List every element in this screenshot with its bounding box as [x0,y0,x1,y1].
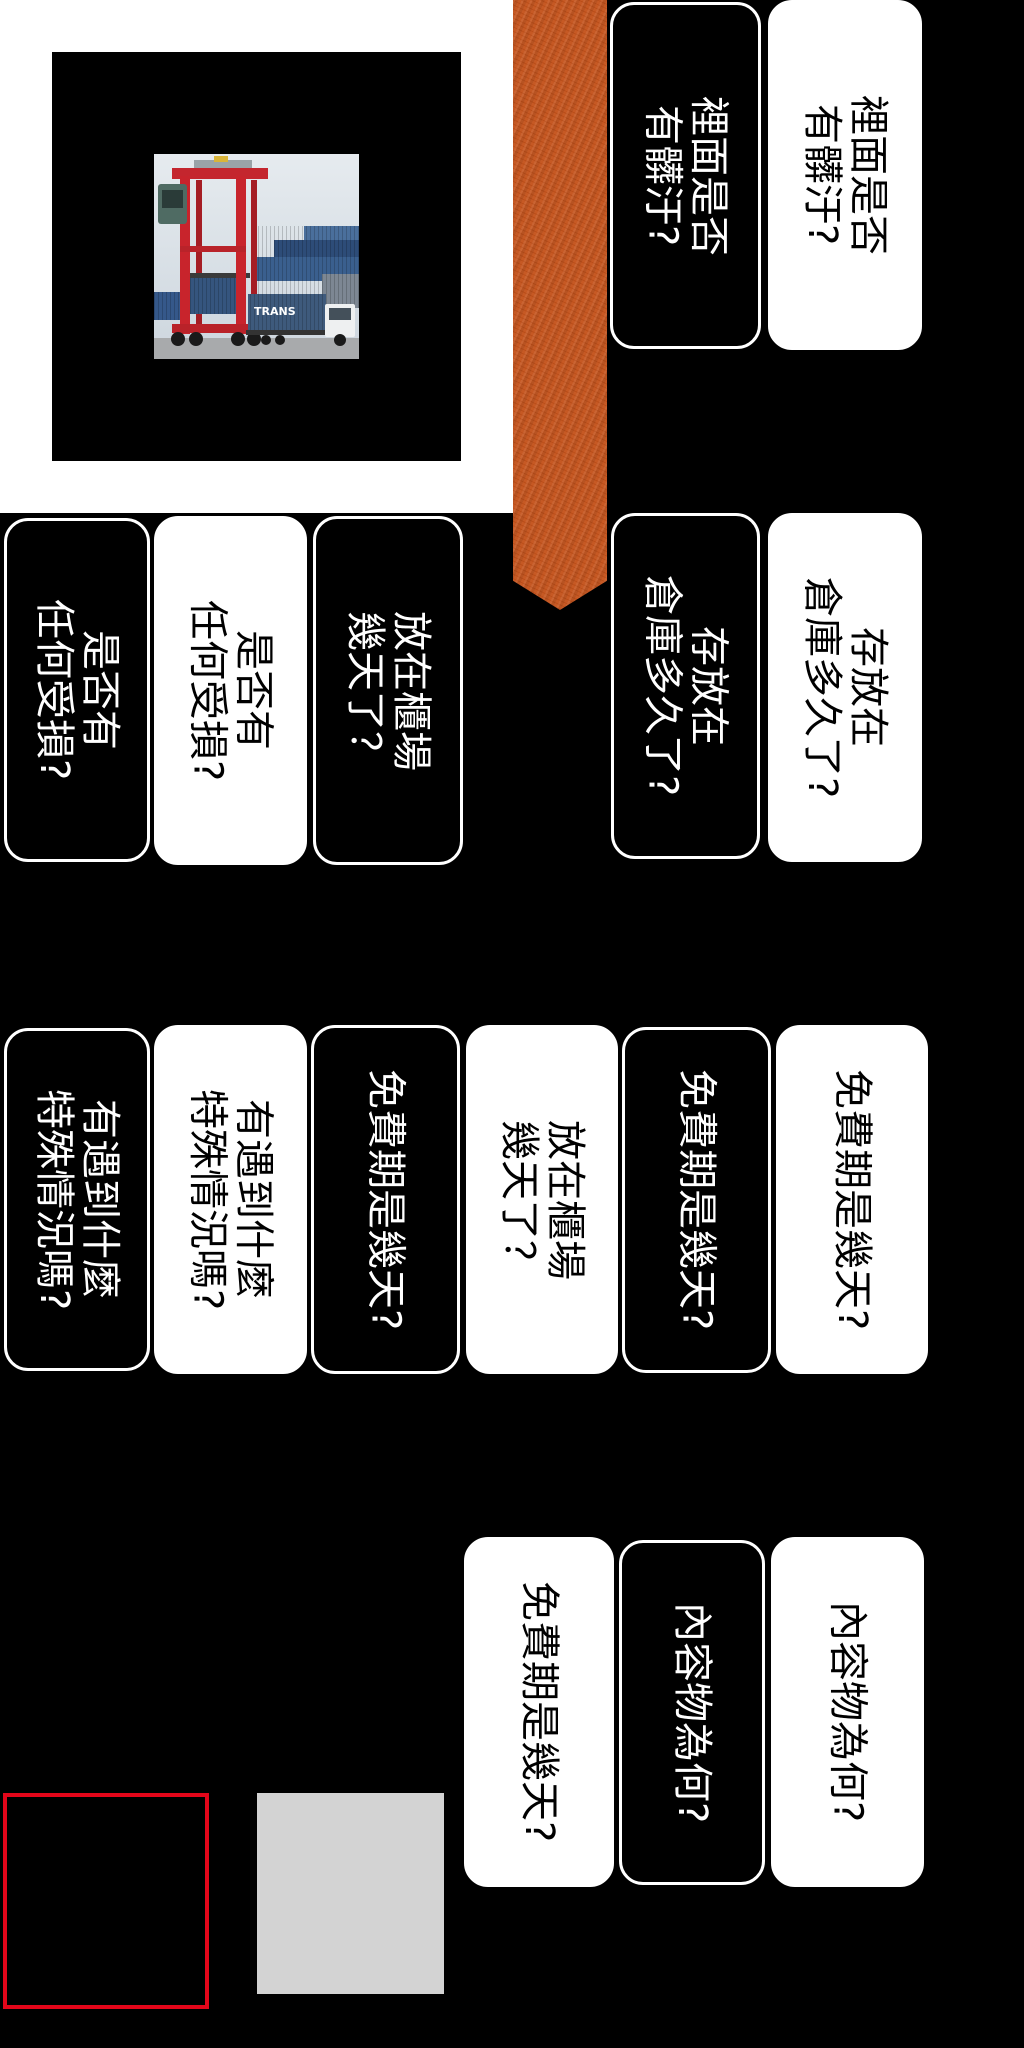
straddle-carrier [158,156,268,346]
ribbon-bookmark-icon [513,0,607,610]
question-card-dirty-dark[interactable]: 裡面是否 有髒汙? [610,2,761,349]
question-text: 裡面是否 有髒汙? [799,95,891,255]
straddle-carrier-photo: TRANS [154,154,359,359]
question-text: 有遇到什麼 特殊情況嗎? [31,1088,123,1311]
question-text: 存放在 倉庫多久了? [799,576,891,799]
question-text: 裡面是否 有髒汙? [639,95,732,256]
question-text: 內容物為何? [824,1601,871,1823]
question-card-warehouse-time-dark[interactable]: 存放在 倉庫多久了? [611,513,760,859]
question-card-warehouse-time-light[interactable]: 存放在 倉庫多久了? [768,513,922,862]
question-card-yard-days-dark[interactable]: 放在櫃場 幾天了？ [313,516,463,865]
question-card-contents-dark[interactable]: 內容物為何? [619,1540,765,1885]
truck-with-container: TRANS [246,294,355,346]
question-text: 免費期是幾天? [829,1068,875,1331]
question-card-free-period-dark[interactable]: 免費期是幾天? [622,1027,771,1373]
answer-slot[interactable] [257,1793,444,1994]
question-text: 放在櫃場 幾天了？ [496,1119,588,1280]
question-card-free-period-dark[interactable]: 免費期是幾天? [311,1025,460,1374]
question-text: 免費期是幾天? [362,1068,409,1331]
question-card-special-situation-light[interactable]: 有遇到什麼 特殊情況嗎? [154,1025,307,1374]
question-text: 是否有 任何受損? [184,599,277,782]
question-text: 有遇到什麼 特殊情況嗎? [184,1088,277,1311]
question-text: 免費期是幾天? [516,1581,562,1843]
question-text: 存放在 倉庫多久了? [639,575,732,797]
question-card-free-period-light[interactable]: 免費期是幾天? [776,1025,928,1374]
question-text: 放在櫃場 幾天了？ [342,610,434,771]
question-card-dirty-light[interactable]: 裡面是否 有髒汙? [768,0,922,350]
question-text: 免費期是幾天? [673,1069,720,1331]
question-text: 是否有 任何受損? [31,599,123,781]
question-card-yard-days-light[interactable]: 放在櫃場 幾天了？ [466,1025,618,1374]
question-text: 內容物為何? [669,1601,715,1824]
photo-panel: TRANS [0,0,515,513]
question-card-free-period-light[interactable]: 免費期是幾天? [464,1537,614,1887]
question-card-damage-dark[interactable]: 是否有 任何受損? [4,518,150,862]
question-card-damage-light[interactable]: 是否有 任何受損? [154,516,307,865]
question-card-special-situation-dark[interactable]: 有遇到什麼 特殊情況嗎? [4,1028,150,1371]
answer-slot-selected[interactable] [3,1793,209,2009]
question-card-contents-light[interactable]: 內容物為何? [771,1537,924,1887]
photo-frame: TRANS [52,52,461,461]
container-label: TRANS [254,305,296,318]
